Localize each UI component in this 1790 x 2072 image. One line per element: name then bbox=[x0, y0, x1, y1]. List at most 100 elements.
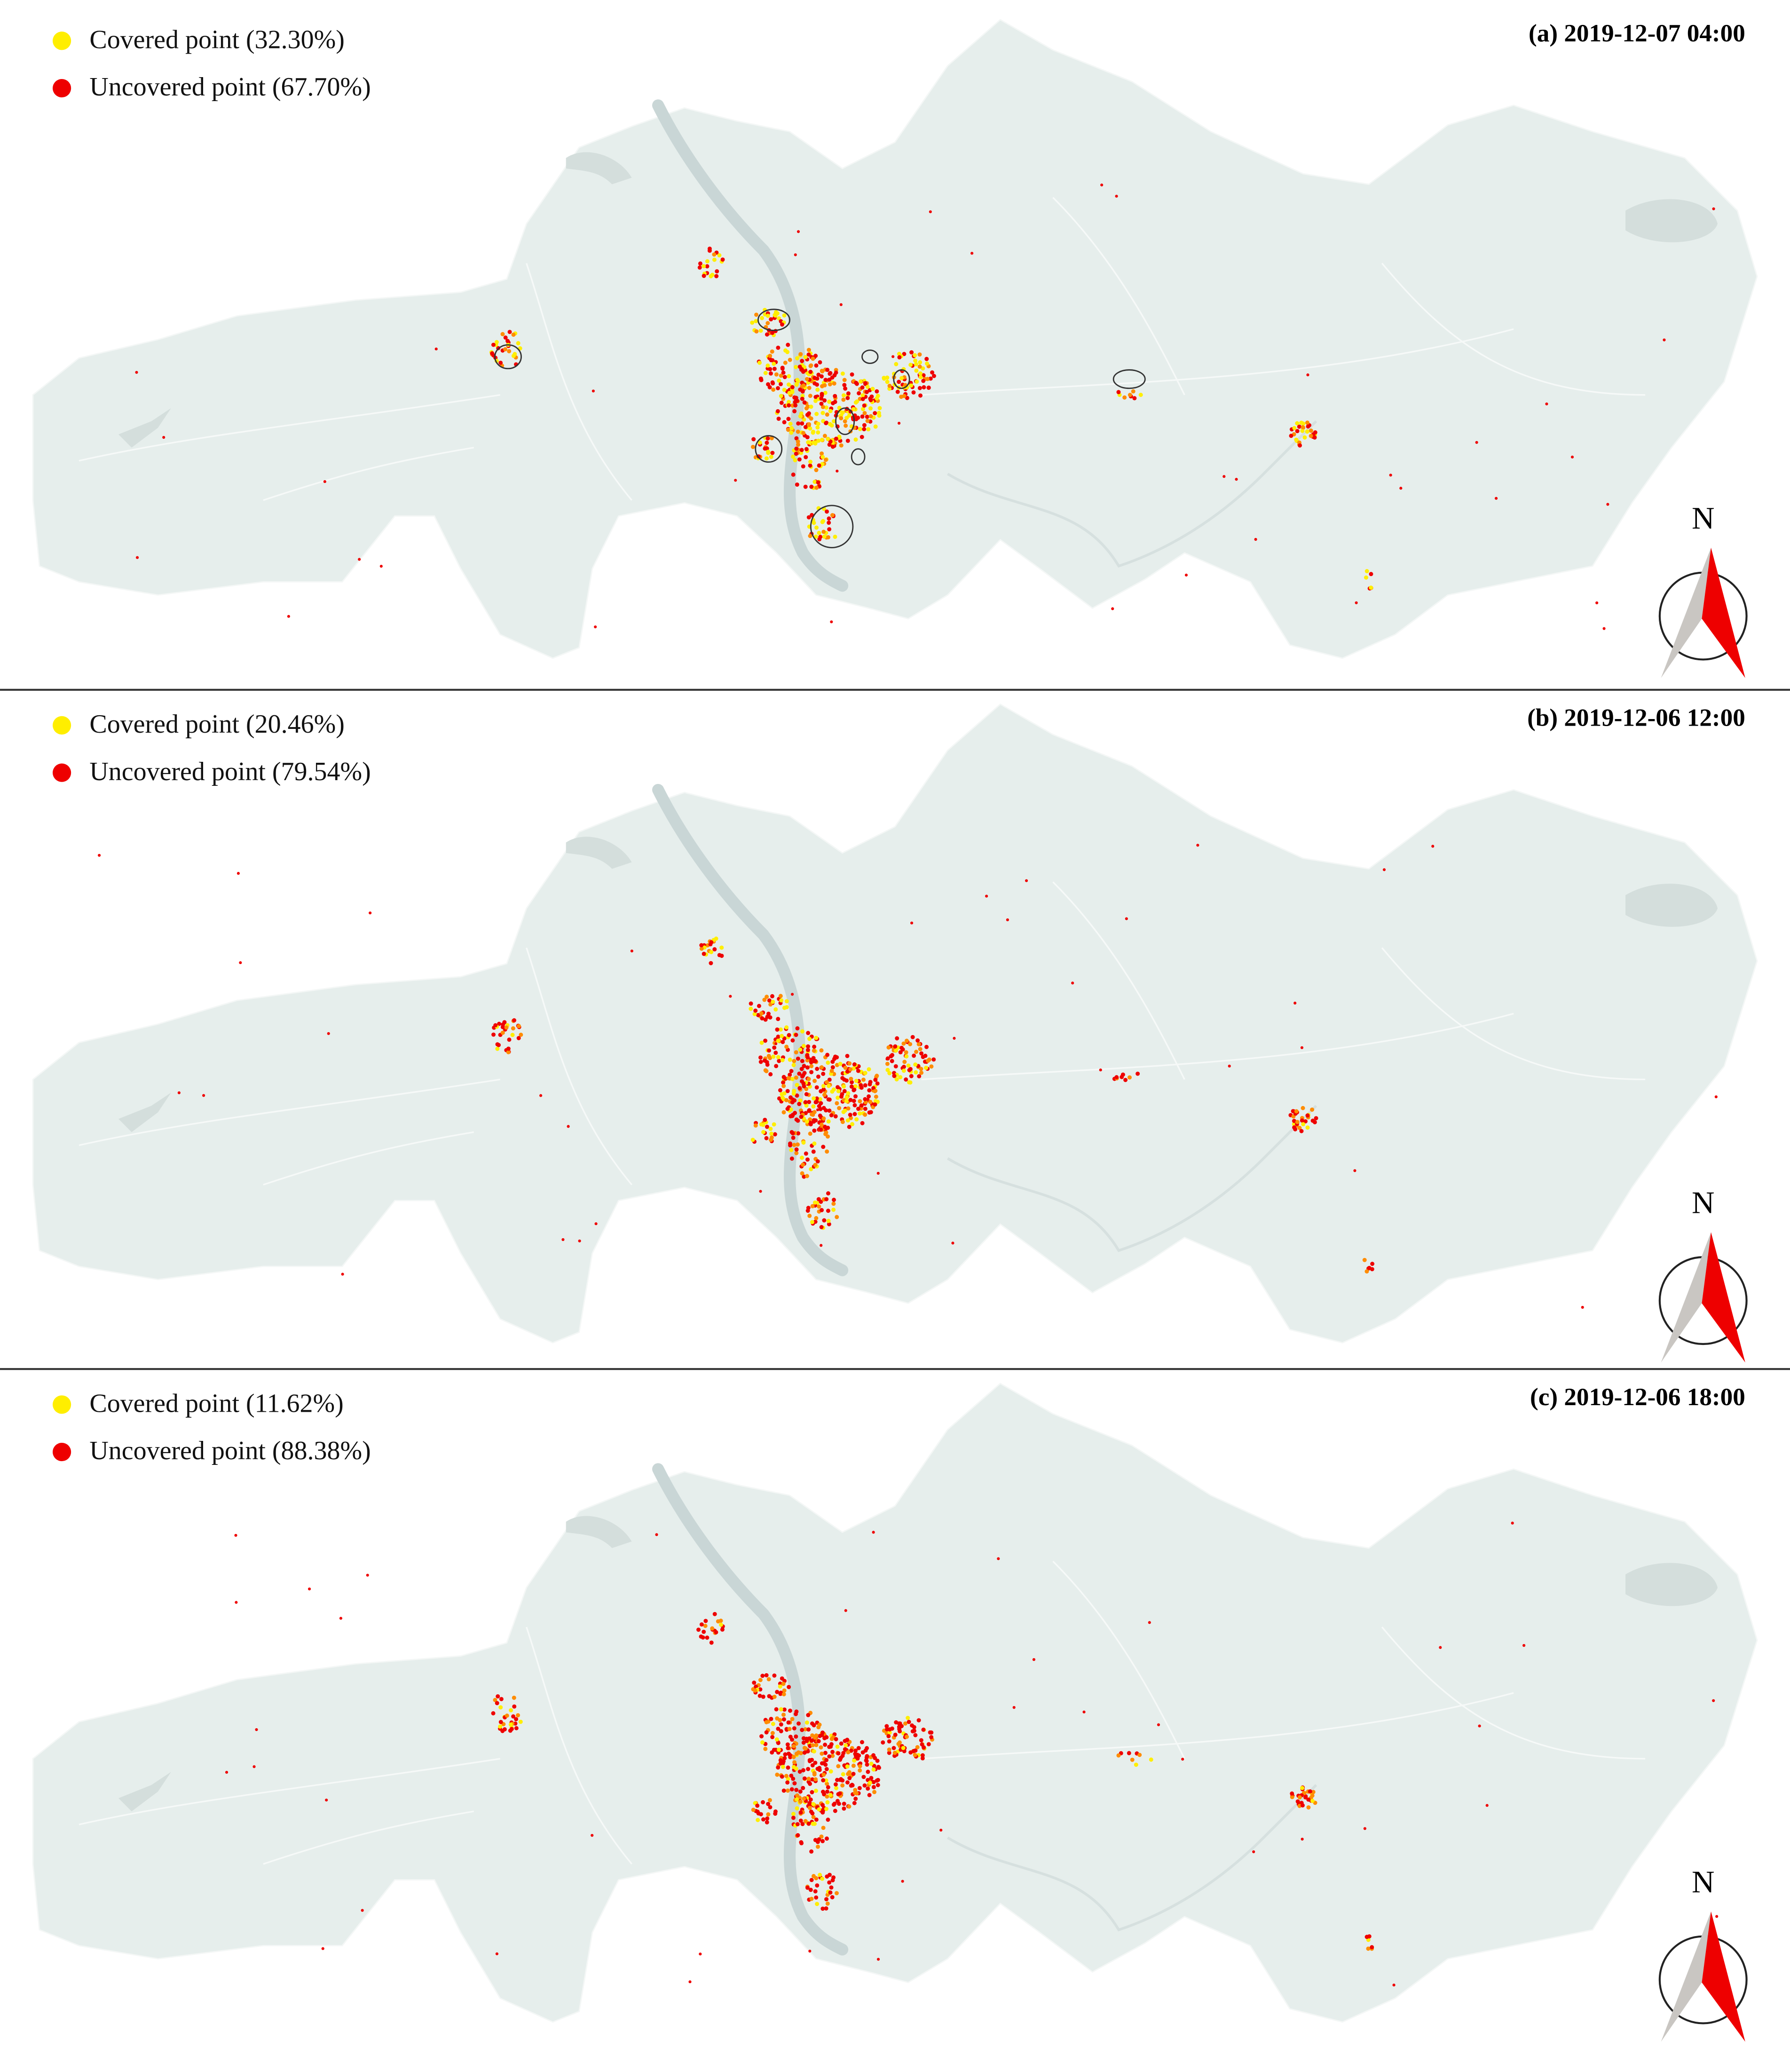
point bbox=[827, 443, 832, 447]
point bbox=[819, 402, 824, 406]
point bbox=[810, 1811, 815, 1816]
point bbox=[717, 253, 722, 258]
point bbox=[820, 1876, 825, 1881]
point bbox=[507, 330, 512, 334]
point bbox=[796, 1721, 801, 1726]
point bbox=[763, 1068, 768, 1073]
point bbox=[1289, 434, 1293, 438]
point bbox=[820, 392, 824, 396]
point bbox=[929, 1735, 934, 1740]
point bbox=[776, 345, 781, 350]
point bbox=[801, 464, 805, 469]
point bbox=[774, 1042, 778, 1045]
point bbox=[794, 1766, 798, 1771]
point bbox=[813, 1777, 818, 1782]
point bbox=[512, 1018, 517, 1023]
point bbox=[766, 450, 771, 454]
point bbox=[824, 1080, 829, 1084]
point bbox=[867, 1082, 872, 1087]
point bbox=[1545, 402, 1548, 406]
point bbox=[822, 1736, 827, 1740]
point bbox=[1295, 421, 1300, 426]
point bbox=[715, 269, 719, 274]
point bbox=[829, 1885, 834, 1890]
point bbox=[833, 394, 837, 398]
point bbox=[864, 390, 869, 395]
point bbox=[860, 435, 864, 439]
point bbox=[809, 1897, 814, 1901]
point bbox=[1311, 1790, 1316, 1795]
point bbox=[873, 411, 877, 416]
point bbox=[795, 1806, 799, 1811]
point bbox=[764, 1673, 769, 1677]
point bbox=[793, 403, 798, 408]
point bbox=[790, 385, 795, 389]
point bbox=[765, 321, 770, 325]
point bbox=[833, 1809, 837, 1813]
point bbox=[893, 1732, 898, 1737]
point bbox=[856, 1068, 860, 1073]
point bbox=[703, 1619, 708, 1623]
point bbox=[498, 361, 503, 365]
point bbox=[892, 1074, 897, 1078]
point bbox=[511, 1026, 515, 1031]
point bbox=[997, 1557, 1000, 1560]
point bbox=[1309, 428, 1313, 433]
point bbox=[498, 1724, 503, 1729]
point bbox=[790, 1077, 795, 1082]
point bbox=[862, 1783, 867, 1788]
point bbox=[788, 1734, 793, 1739]
point bbox=[915, 379, 919, 384]
point bbox=[781, 370, 786, 375]
point bbox=[813, 354, 818, 358]
point bbox=[827, 1077, 832, 1082]
point bbox=[845, 1764, 850, 1769]
point bbox=[842, 1084, 846, 1089]
panel: Covered point (20.46%) Uncovered point (7… bbox=[33, 704, 1757, 1363]
point bbox=[779, 394, 783, 398]
point bbox=[873, 424, 878, 429]
point bbox=[791, 1744, 796, 1748]
point bbox=[825, 412, 829, 417]
point bbox=[237, 872, 240, 875]
point bbox=[853, 437, 858, 442]
legend-label: Uncovered point (67.70%) bbox=[89, 72, 371, 102]
point bbox=[1310, 1118, 1315, 1123]
point bbox=[841, 393, 846, 398]
point bbox=[822, 398, 827, 403]
point bbox=[806, 1821, 811, 1826]
point bbox=[898, 1075, 903, 1080]
point bbox=[1137, 1753, 1142, 1757]
point bbox=[1127, 1075, 1132, 1080]
point bbox=[807, 1108, 812, 1113]
point bbox=[862, 411, 867, 415]
point bbox=[503, 347, 508, 352]
point bbox=[511, 332, 516, 337]
point bbox=[491, 1711, 496, 1716]
point bbox=[1298, 443, 1302, 448]
point bbox=[932, 374, 936, 378]
point bbox=[828, 1793, 833, 1797]
point bbox=[794, 1076, 798, 1080]
point bbox=[823, 1742, 828, 1747]
point bbox=[754, 319, 758, 324]
point bbox=[135, 371, 138, 374]
point bbox=[822, 1792, 827, 1796]
point bbox=[827, 1880, 832, 1885]
legend-dot bbox=[52, 716, 71, 735]
point bbox=[825, 1794, 829, 1799]
point bbox=[516, 1036, 521, 1040]
point bbox=[769, 436, 774, 441]
point bbox=[783, 348, 788, 353]
point bbox=[503, 335, 508, 340]
point bbox=[814, 468, 819, 473]
legend-dot bbox=[52, 763, 71, 782]
point bbox=[824, 1108, 828, 1113]
point bbox=[898, 1050, 903, 1055]
point bbox=[832, 381, 836, 386]
point bbox=[765, 1124, 769, 1129]
point bbox=[1294, 437, 1299, 442]
point bbox=[852, 1062, 857, 1067]
point bbox=[1306, 424, 1310, 429]
